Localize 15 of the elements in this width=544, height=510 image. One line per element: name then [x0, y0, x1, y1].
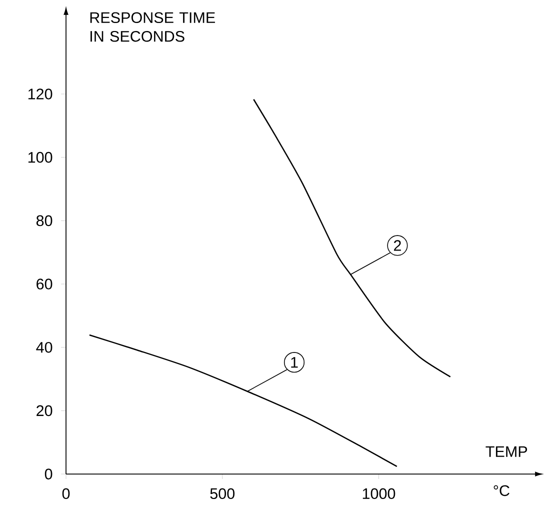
annotation: 1 — [291, 357, 298, 368]
y-tick-label: 40 — [36, 342, 52, 353]
y-tick-label: 0 — [44, 468, 52, 480]
y-tick-label: 60 — [36, 278, 52, 290]
x-axis-title: TEMP — [486, 446, 528, 458]
x-tick-label: 0 — [62, 488, 70, 500]
text: °C — [494, 485, 510, 496]
y-tick-label: 80 — [36, 215, 52, 226]
y-tick-label: 100 — [28, 152, 52, 163]
x-tick-label: 500 — [210, 488, 235, 500]
y-tick-label: 20 — [36, 405, 52, 416]
y-tick-label: 120 — [28, 88, 52, 100]
x-tick-label: 1000 — [362, 488, 396, 500]
y-axis-title: RESPONSE TIME IN SECONDS — [90, 12, 215, 42]
annotation: 2 — [394, 240, 401, 251]
